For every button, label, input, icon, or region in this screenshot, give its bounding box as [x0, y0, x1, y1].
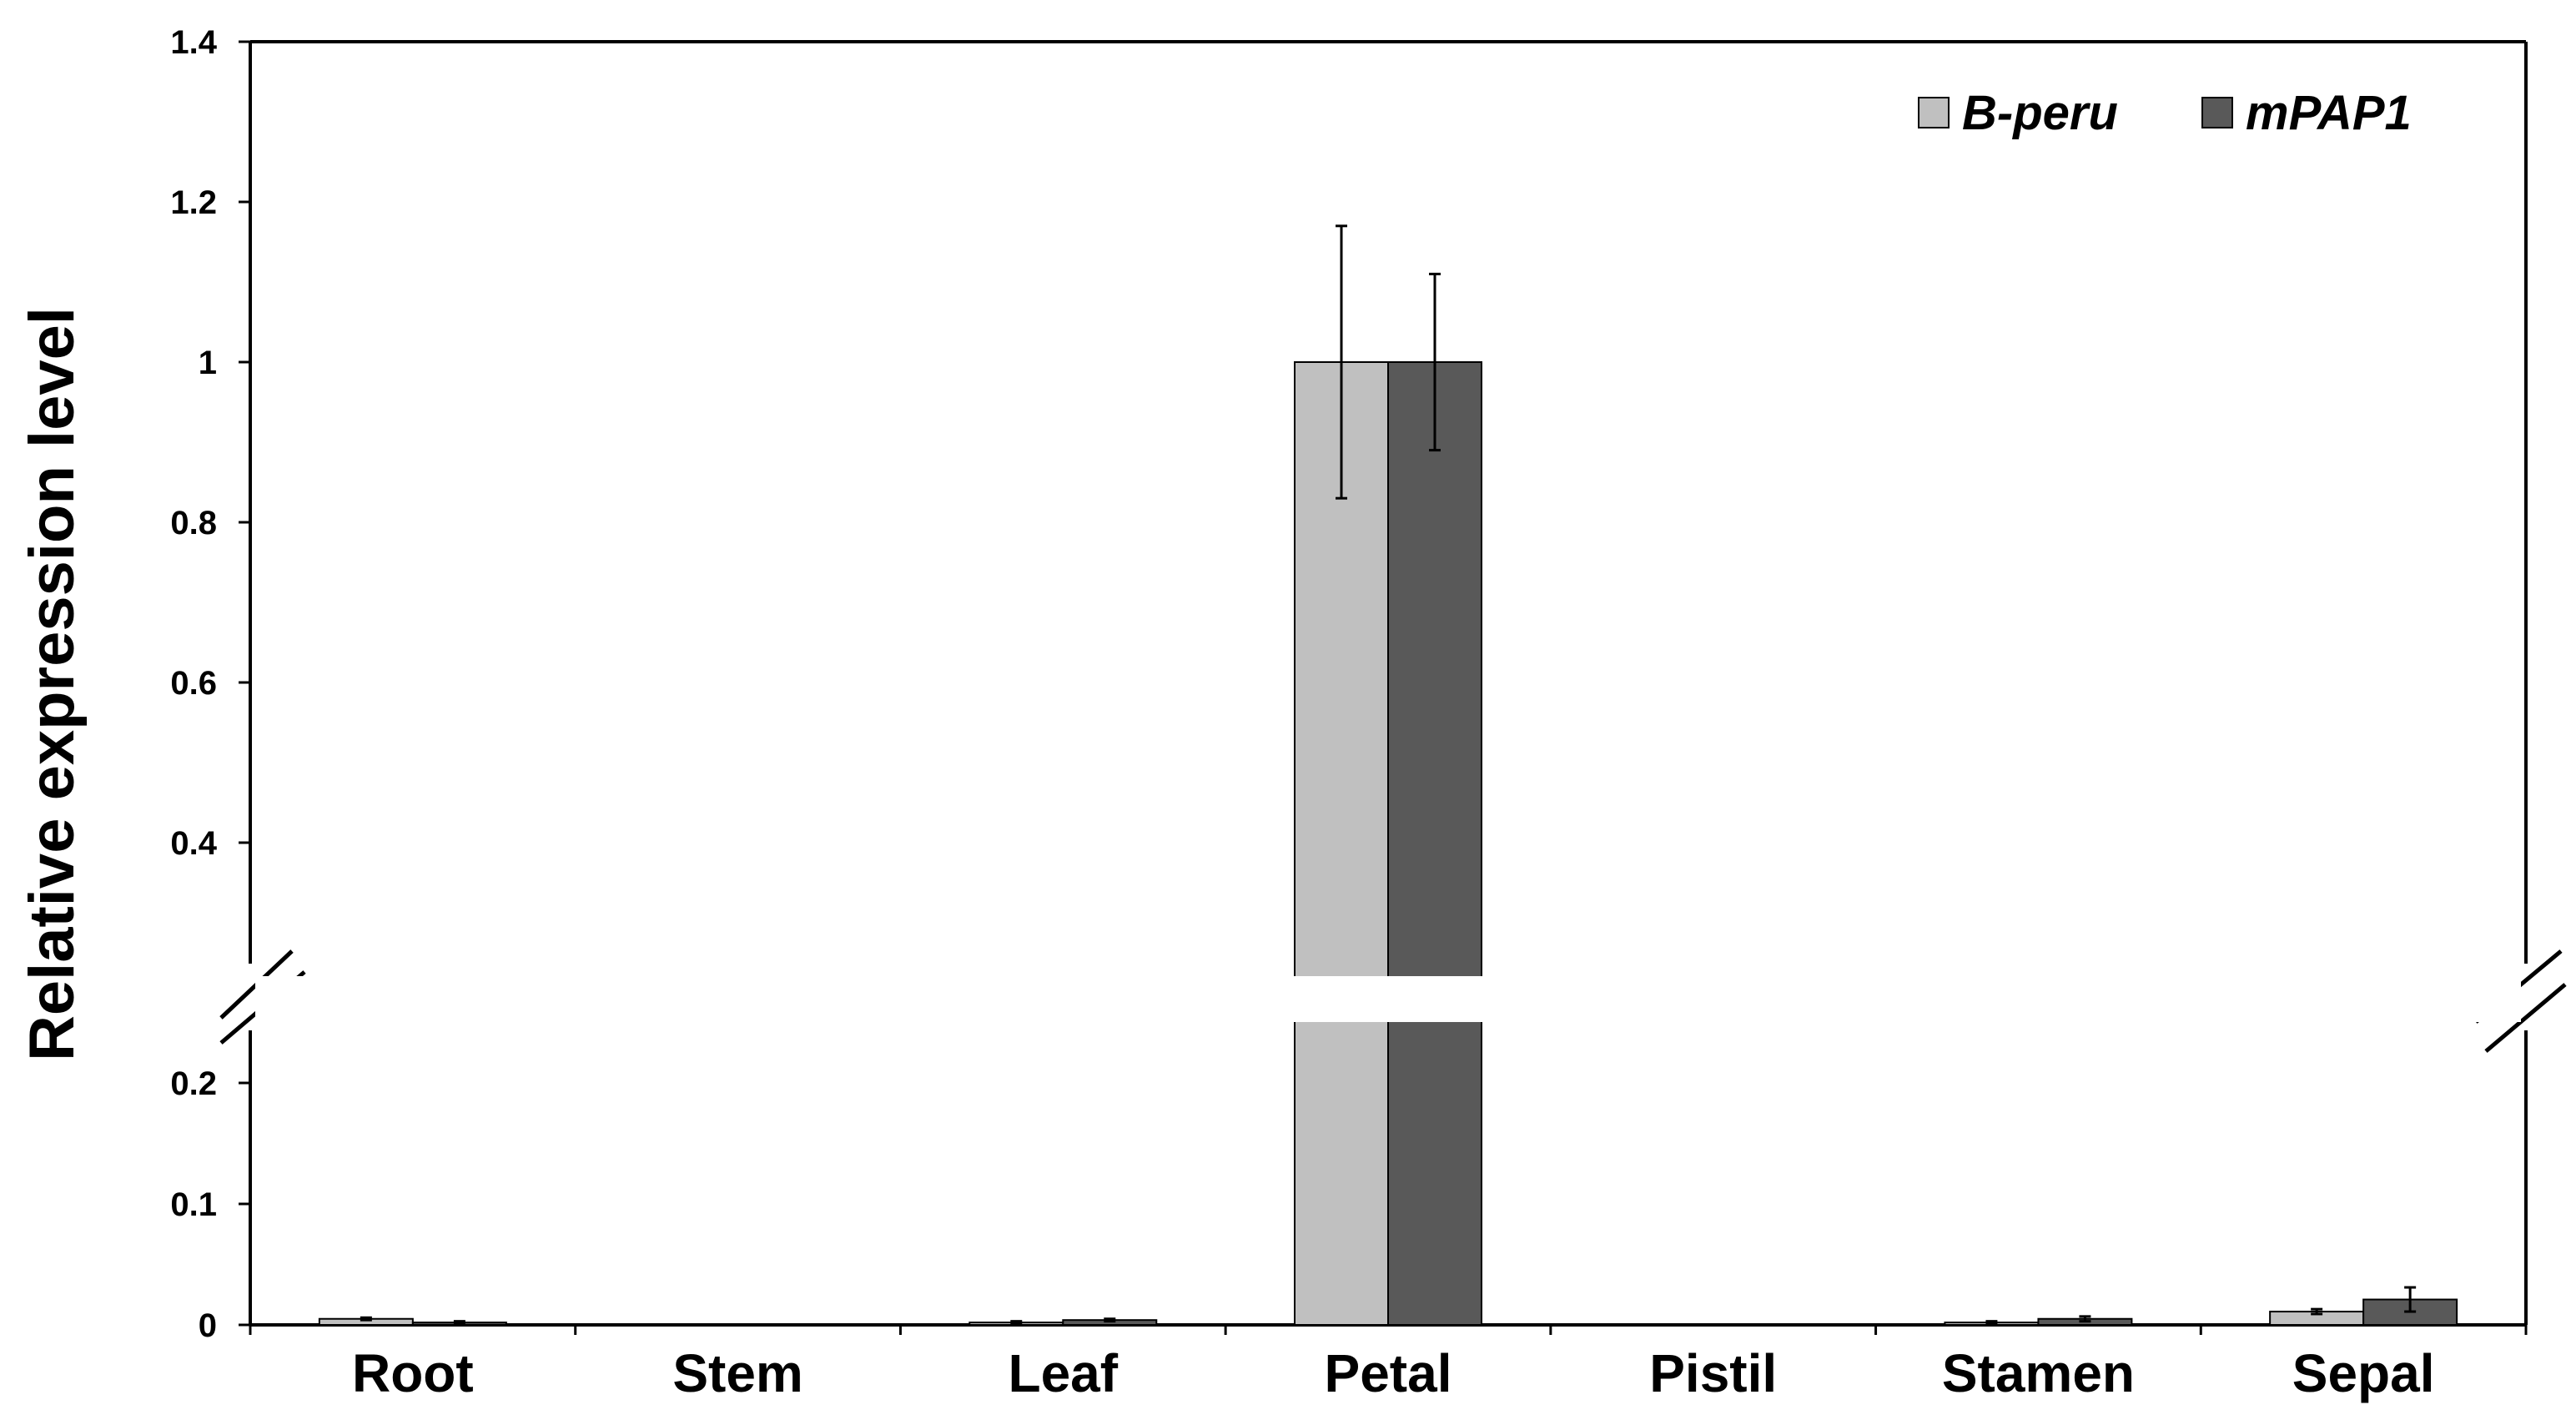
y-tick-label: 0.6: [170, 665, 217, 702]
x-tick-label: Stamen: [1942, 1343, 2135, 1403]
bar-b-peru: [1294, 361, 1389, 1326]
x-tick-label: Stem: [672, 1343, 803, 1403]
y-tick-label: 0.2: [170, 1065, 217, 1102]
error-bars-layer: [255, 224, 2521, 1326]
legend-swatch-mpap1: [2201, 97, 2233, 128]
axis-break-band: [255, 976, 2521, 1022]
x-tick-label: Sepal: [2292, 1343, 2435, 1403]
legend-label: B-peru: [1962, 86, 2118, 140]
legend: B-peru mPAP1: [1918, 86, 2412, 140]
legend-swatch-b-peru: [1918, 97, 1950, 128]
y-axis-label: Relative expression level: [17, 307, 88, 1061]
x-tick-label: Root: [352, 1343, 474, 1403]
x-tick-label: Petal: [1325, 1343, 1452, 1403]
axis-break-gap-right: [2523, 964, 2529, 1030]
y-tick-label: 1.4: [170, 24, 217, 61]
y-tick-label: 1: [199, 345, 217, 381]
x-tick-label: Pistil: [1649, 1343, 1777, 1403]
bar-mpap1: [1387, 361, 1482, 1326]
bars-layer: [318, 361, 2458, 1327]
labels-layer: 0 0.1 0.2 0.4 0.6 0.8 1 1.2 1.4 Root Stem Leaf Petal…: [17, 24, 2435, 1403]
legend-label: mPAP1: [2246, 86, 2412, 140]
y-tick-label: 0.4: [170, 825, 217, 862]
axis-break-mark-right: [2484, 983, 2567, 1053]
axis-break-gap-left: [247, 964, 254, 1030]
y-tick-label: 0.8: [170, 505, 217, 541]
x-tick-label: Leaf: [1008, 1343, 1118, 1403]
y-tick-label: 0.1: [170, 1186, 217, 1223]
y-tick-label: 1.2: [170, 184, 217, 221]
y-tick-label: 0: [199, 1307, 217, 1344]
